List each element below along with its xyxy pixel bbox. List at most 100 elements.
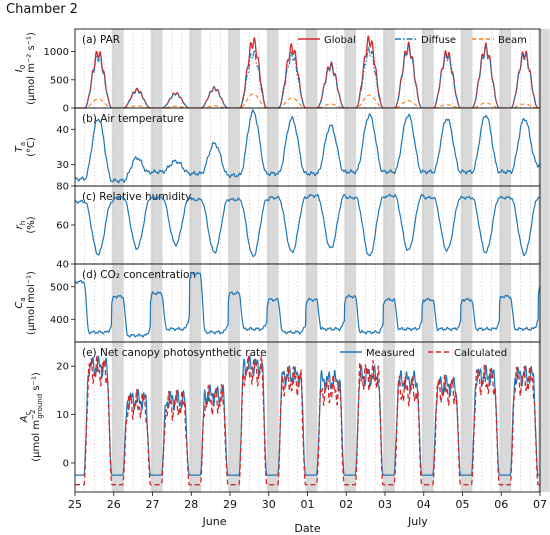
y-axis-label: rh (%) [14,216,37,233]
night-shade-band [421,186,434,264]
y-tick-label: 80 [56,182,69,193]
night-shade-band [189,29,201,108]
panel-title: (c) Relative humidity [82,191,191,203]
panel-title: (b) Air temperature [82,113,184,125]
y-tick-label: 40 [56,260,69,271]
y-tick-label: 400 [50,315,69,326]
night-shade-band [228,186,240,264]
x-tick-label: 07 [533,498,547,511]
y-axis-label: Ta (°C) [14,137,37,157]
legend-label: Global [324,35,356,46]
night-shade-band [499,186,511,264]
panel-title: (a) PAR [82,34,120,46]
night-shade-band [538,29,550,108]
night-shade-band [305,264,318,342]
night-shade-band [111,29,124,108]
night-shade-band [189,342,201,492]
night-shade-band [421,264,434,342]
night-shade-band [421,108,434,186]
y-axis-symbol: Ta [14,142,27,152]
night-shade-band [266,264,279,342]
y-axis-symbol: Ac [19,412,32,424]
night-shade-band [383,342,395,492]
night-shade-band [499,108,511,186]
x-tick-label: 01 [301,498,315,511]
y-tick-label: 0 [63,104,69,115]
y-axis-unit: (μmol m⁻² s⁻¹) [26,32,37,105]
legend-label: Beam [498,35,527,46]
legend-label: Measured [366,348,415,359]
night-shade-band [344,108,356,186]
night-shade-band [305,108,318,186]
night-shade-band [538,342,550,492]
night-shade-band [460,186,473,264]
night-shade-band [111,264,124,342]
night-shade-band [538,186,550,264]
x-tick-label: 27 [146,498,160,511]
night-shade-band [150,108,163,186]
series-b [74,109,541,184]
y-tick-label: 10 [56,410,69,421]
night-shade-band [499,264,511,342]
night-shade-band [228,342,240,492]
night-shade-band [266,342,279,492]
month-label: July [407,515,428,528]
night-shade-band [189,264,201,342]
night-shade-band [111,108,124,186]
night-shade-band [228,29,240,108]
x-tick-label: 03 [378,498,392,511]
night-shade-band [150,264,163,342]
night-shade-band [383,29,395,108]
night-shade-band [344,342,356,492]
x-tick-label: 25 [68,498,82,511]
y-axis-unit: (°C) [26,137,37,157]
night-shade-band [538,264,550,342]
series-calculated [74,355,541,486]
month-label: June [202,515,227,528]
night-shade-band [499,29,511,108]
y-axis-symbol: rh [14,221,27,230]
night-shade-band [460,342,473,492]
y-axis-symbol: Ca [14,297,27,308]
y-tick-label: 40 [56,125,69,136]
y-tick-label: 500 [50,75,69,86]
series-measured [74,355,541,476]
y-axis-label: Ac(μmol m−2ground s⁻¹) [19,372,44,462]
x-tick-label: 04 [417,498,431,511]
night-shade-band [266,186,279,264]
night-shade-band [150,342,163,492]
y-axis-unit: (%) [26,216,37,233]
y-tick-label: 1000 [44,47,69,58]
x-tick-label: 06 [494,498,508,511]
y-tick-label: 30 [56,160,69,171]
x-tick-label: 26 [107,498,121,511]
y-axis-symbol: I0 [14,65,27,72]
x-tick-label: 30 [262,498,276,511]
y-axis-label: Ca (μmol mol⁻¹) [14,271,37,335]
x-tick-label: 29 [223,498,237,511]
night-shade-band [189,186,201,264]
night-shade-band [305,186,318,264]
night-shade-band [383,186,395,264]
night-shade-band [189,108,201,186]
night-shade-band [460,29,473,108]
night-shade-band [150,186,163,264]
y-tick-label: 0 [63,458,69,469]
night-shade-band [344,29,356,108]
night-shade-band [228,108,240,186]
night-shade-band [538,108,550,186]
x-tick-label: 05 [456,498,470,511]
x-axis-title: Date [294,522,321,535]
night-shade-band [305,342,318,492]
figure-title: Chamber 2 [6,2,78,17]
night-shade-band [266,29,279,108]
night-shade-band [460,108,473,186]
x-tick-label: 28 [184,498,198,511]
x-tick-label: 02 [339,498,353,511]
night-shade-band [421,29,434,108]
y-tick-label: 60 [56,221,69,232]
y-axis-label: I0 (μmol m⁻² s⁻¹) [14,32,37,105]
series-c [74,193,541,258]
panel-title: (d) CO₂ concentration [82,269,196,281]
